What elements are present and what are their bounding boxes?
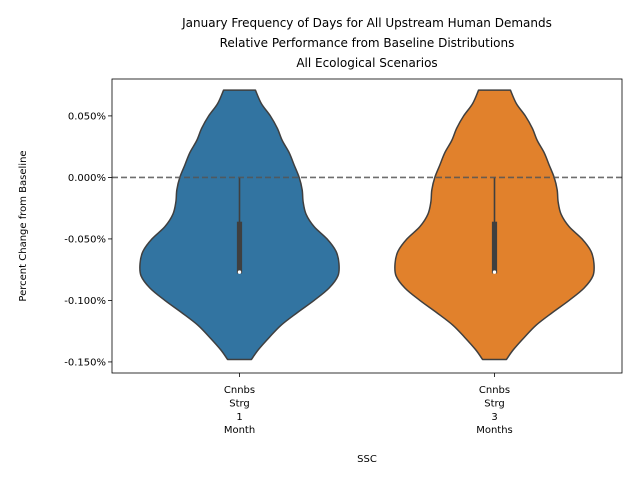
y-tick-label: -0.150% — [64, 357, 106, 368]
y-tick-label: 0.000% — [68, 173, 106, 184]
x-tick-label-line: Month — [224, 425, 255, 436]
plot-area: 0.050% 0.000% -0.050% -0.100% -0.150% Cnnbs St… — [64, 78, 623, 436]
x-tick-label-line: Cnnbs — [479, 385, 510, 396]
x-tick-label-line: 3 — [491, 412, 497, 423]
x-tick-label-line: Strg — [229, 398, 250, 409]
violin-iqr-box-1 — [236, 221, 243, 274]
y-tick-label: 0.050% — [68, 111, 106, 122]
x-axis-label: SSC — [357, 454, 377, 465]
title-line-1: January Frequency of Days for All Upstre… — [181, 16, 552, 30]
title-line-3: All Ecological Scenarios — [296, 56, 437, 70]
y-tick-label: -0.050% — [64, 234, 106, 245]
x-tick-label: Cnnbs Strg 1 Month — [224, 385, 255, 436]
title-line-2: Relative Performance from Baseline Distr… — [220, 36, 515, 50]
x-tick-label-line: Cnnbs — [224, 385, 255, 396]
x-tick-label-line: 1 — [236, 412, 242, 423]
plot-frame — [111, 78, 623, 374]
violin-median-dot-2 — [492, 270, 497, 274]
x-tick-label-line: Months — [476, 425, 513, 436]
y-axis-label: Percent Change from Baseline — [18, 150, 29, 301]
y-tick-label: -0.100% — [64, 296, 106, 307]
violin-median-dot-1 — [237, 270, 242, 274]
violin-iqr-box-2 — [491, 221, 498, 274]
x-tick-label: Cnnbs Strg 3 Months — [476, 385, 513, 436]
chart-title: January Frequency of Days for All Upstre… — [181, 16, 552, 70]
x-tick-label-line: Strg — [484, 398, 505, 409]
